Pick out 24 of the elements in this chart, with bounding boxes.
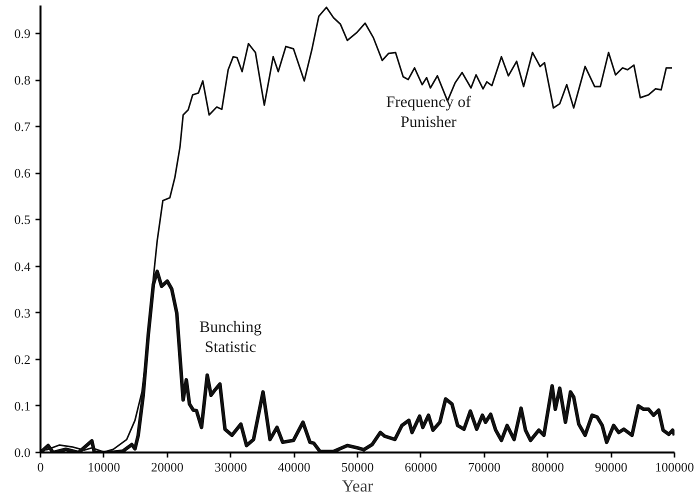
y-tick-label: 0.6 <box>14 166 31 181</box>
x-tick-label: 80000 <box>531 460 564 474</box>
x-tick-label: 30000 <box>214 460 247 474</box>
x-tick-label: 20000 <box>151 460 184 474</box>
y-tick-label: 0.4 <box>14 258 31 274</box>
y-tick-label: 0.9 <box>14 26 30 41</box>
x-tick-label: 50000 <box>341 460 374 474</box>
y-tick-label: 0.2 <box>14 352 30 367</box>
x-tick-label: 70000 <box>468 460 501 474</box>
y-tick-label: 0.0 <box>14 445 30 460</box>
x-tick-label: 100000 <box>655 460 694 474</box>
y-tick-label: 0.7 <box>14 119 31 134</box>
x-tick-label: 60000 <box>404 460 438 474</box>
y-tick-label: 0.5 <box>14 212 30 228</box>
x-tick-label: 40000 <box>278 460 310 474</box>
x-tick-label: 0 <box>37 460 44 474</box>
y-tick-label: 0.8 <box>14 72 30 88</box>
series-label: Bunching Statistic <box>199 318 262 356</box>
series-label: Frequency of Punisher <box>386 94 472 132</box>
x-tick-label: 10000 <box>88 460 120 474</box>
x-tick-label: 90000 <box>594 460 628 474</box>
y-tick-label: 0.1 <box>14 398 30 414</box>
x-axis-title: Year <box>342 476 374 496</box>
y-tick-label: 0.3 <box>14 305 30 320</box>
